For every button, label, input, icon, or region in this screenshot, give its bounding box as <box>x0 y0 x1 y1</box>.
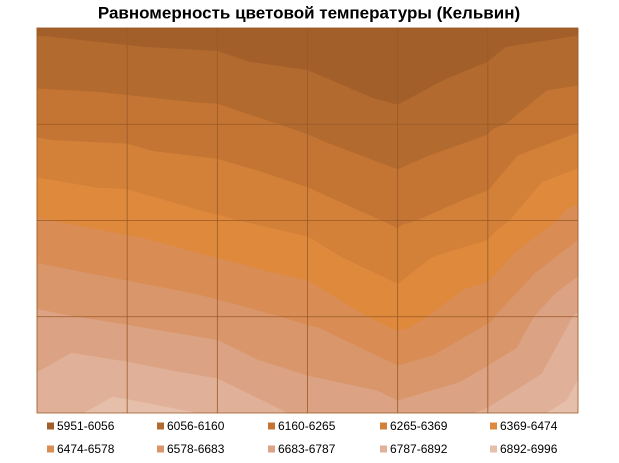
legend-swatch <box>157 422 164 430</box>
chart-title: Равномерность цветовой температуры (Кель… <box>98 3 520 22</box>
grid <box>36 27 579 414</box>
legend: 5951-6056 6056-6160 6160-6265 6265-6369 6369… <box>47 419 558 456</box>
legend-label: 6474-6578 <box>57 442 115 456</box>
legend-label: 6056-6160 <box>167 419 225 433</box>
legend-swatch <box>380 445 387 453</box>
legend-swatch <box>380 422 387 430</box>
legend-label: 6787-6892 <box>390 442 448 456</box>
legend-label: 6683-6787 <box>278 442 336 456</box>
legend-label: 5951-6056 <box>57 419 115 433</box>
legend-swatch <box>47 445 54 453</box>
legend-label: 6369-6474 <box>500 419 558 433</box>
legend-label: 6265-6369 <box>390 419 448 433</box>
legend-swatch <box>490 445 497 453</box>
legend-label: 6160-6265 <box>278 419 336 433</box>
legend-label: 6892-6996 <box>500 442 558 456</box>
legend-swatch <box>490 422 497 430</box>
legend-label: 6578-6683 <box>167 442 225 456</box>
legend-swatch <box>268 445 275 453</box>
legend-swatch <box>47 422 54 430</box>
legend-swatch <box>268 422 275 430</box>
legend-swatch <box>157 445 164 453</box>
